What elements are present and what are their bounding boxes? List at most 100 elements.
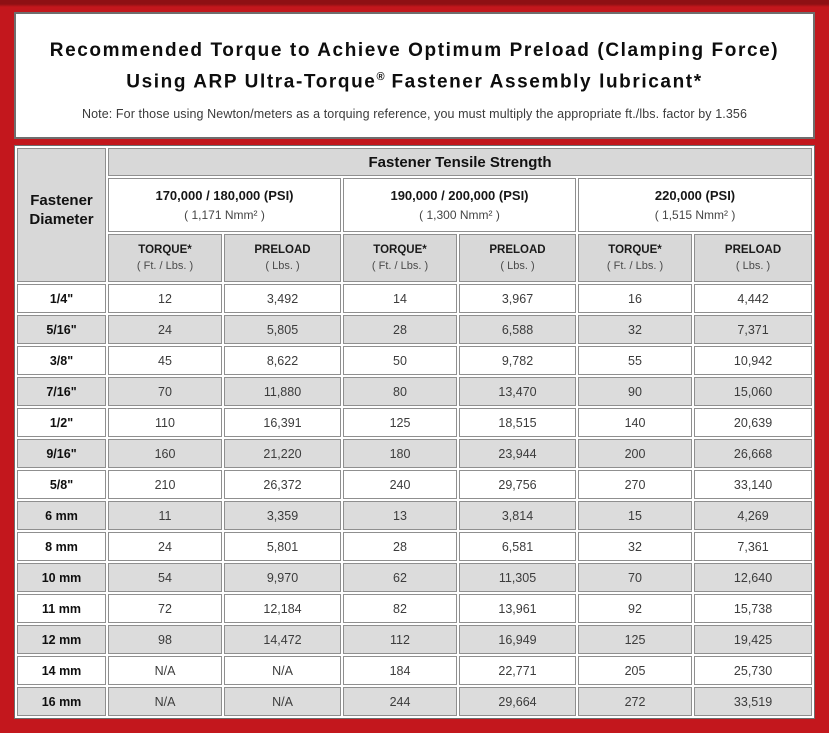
nmm2-value: ( 1,171 Nmm² ) [184,208,265,222]
preload-value-cell: 9,782 [459,346,576,375]
torque-value-cell: 98 [108,625,222,654]
header-row-psi-groups: 170,000 / 180,000 (PSI) ( 1,171 Nmm² ) 1… [17,178,813,232]
column-header-unit: ( Lbs. ) [735,260,771,272]
table-row: 11 mm 72 12,184 82 13,961 92 15,738 [17,594,813,623]
torque-value-cell: 72 [108,594,222,623]
psi-value: 190,000 / 200,000 (PSI) [390,188,529,203]
torque-value-cell: 82 [343,594,457,623]
preload-value-cell: 7,371 [694,315,813,344]
nmm2-value: ( 1,515 Nmm² ) [654,208,736,222]
preload-value-cell: 23,944 [459,439,576,468]
column-header-label: PRELOAD [489,244,546,256]
preload-value-cell: 21,220 [224,439,341,468]
torque-value-cell: 272 [578,687,692,716]
column-header-preload-1: PRELOAD ( Lbs. ) [224,234,341,282]
preload-value-cell: 16,391 [224,408,341,437]
fastener-diameter-cell: 1/2" [17,408,106,437]
torque-value-cell: 16 [578,284,692,313]
torque-value-cell: 125 [578,625,692,654]
table-row: 5/16" 24 5,805 28 6,588 32 7,371 [17,315,813,344]
table-row: 9/16" 160 21,220 180 23,944 200 26,668 [17,439,813,468]
preload-value-cell: 6,588 [459,315,576,344]
torque-value-cell: 45 [108,346,222,375]
table-body: 1/4" 12 3,492 14 3,967 16 4,442 5/16" 24 5,805 28 6… [17,284,813,716]
torque-value-cell: 80 [343,377,457,406]
column-header-torque-2: TORQUE* ( Ft. / Lbs. ) [343,234,457,282]
torque-table: Fastener Diameter Fastener Tensile Stren… [14,145,816,719]
table-row: 14 mm N/A N/A 184 22,771 205 25,730 [17,656,813,685]
torque-value-cell: 184 [343,656,457,685]
preload-value-cell: 12,184 [224,594,341,623]
column-header-torque-3: TORQUE* ( Ft. / Lbs. ) [578,234,692,282]
preload-value-cell: 33,519 [694,687,813,716]
preload-value-cell: 3,814 [459,501,576,530]
torque-value-cell: 11 [108,501,222,530]
torque-value-cell: 140 [578,408,692,437]
page-title-line2-suffix: Fastener Assembly lubricant* [384,71,703,93]
torque-value-cell: N/A [108,687,222,716]
fastener-diameter-cell: 11 mm [17,594,106,623]
page-title-line2: Using ARP Ultra-Torque® Fastener Assembl… [16,64,813,95]
fastener-diameter-cell: 6 mm [17,501,106,530]
column-header-preload-3: PRELOAD ( Lbs. ) [694,234,813,282]
torque-value-cell: N/A [108,656,222,685]
table-row: 5/8" 210 26,372 240 29,756 270 33,140 [17,470,813,499]
preload-value-cell: 18,515 [459,408,576,437]
torque-value-cell: 28 [343,315,457,344]
table-row: 16 mm N/A N/A 244 29,664 272 33,519 [17,687,813,716]
preload-value-cell: 33,140 [694,470,813,499]
table-row: 10 mm 54 9,970 62 11,305 70 12,640 [17,563,813,592]
preload-value-cell: 6,581 [459,532,576,561]
preload-value-cell: 20,639 [694,408,813,437]
torque-value-cell: 54 [108,563,222,592]
column-header-label: TORQUE* [138,244,192,256]
preload-value-cell: 15,060 [694,377,813,406]
torque-value-cell: 13 [343,501,457,530]
header-row-tensile: Fastener Diameter Fastener Tensile Stren… [17,148,813,282]
torque-value-cell: 244 [343,687,457,716]
column-header-unit: ( Ft. / Lbs. ) [136,260,194,272]
fastener-diameter-cell: 14 mm [17,656,106,685]
preload-value-cell: 16,949 [459,625,576,654]
preload-value-cell: 9,970 [224,563,341,592]
torque-value-cell: 210 [108,470,222,499]
preload-value-cell: N/A [224,656,341,685]
torque-value-cell: 50 [343,346,457,375]
preload-value-cell: 4,269 [694,501,813,530]
torque-value-cell: 160 [108,439,222,468]
fastener-diameter-cell: 12 mm [17,625,106,654]
table-row: 3/8" 45 8,622 50 9,782 55 10,942 [17,346,813,375]
preload-value-cell: 7,361 [694,532,813,561]
torque-value-cell: 200 [578,439,692,468]
corner-header-line2: Diameter [29,211,94,228]
torque-value-cell: 110 [108,408,222,437]
fastener-diameter-cell: 1/4" [17,284,106,313]
preload-value-cell: 5,805 [224,315,341,344]
column-header-unit: ( Lbs. ) [500,260,535,272]
psi-value: 170,000 / 180,000 (PSI) [155,188,294,203]
preload-value-cell: 11,880 [224,377,341,406]
table-row: 1/4" 12 3,492 14 3,967 16 4,442 [17,284,813,313]
column-header-torque-1: TORQUE* ( Ft. / Lbs. ) [108,234,222,282]
torque-value-cell: 70 [108,377,222,406]
torque-value-cell: 92 [578,594,692,623]
table-row: 12 mm 98 14,472 112 16,949 125 19,425 [17,625,813,654]
preload-value-cell: 3,967 [459,284,576,313]
preload-value-cell: 22,771 [459,656,576,685]
preload-value-cell: 25,730 [694,656,813,685]
page-title-line2-text: Using ARP Ultra-Torque [126,71,377,93]
preload-value-cell: 8,622 [224,346,341,375]
preload-value-cell: 15,738 [694,594,813,623]
preload-value-cell: 29,664 [459,687,576,716]
torque-value-cell: 180 [343,439,457,468]
preload-value-cell: 26,668 [694,439,813,468]
preload-value-cell: N/A [224,687,341,716]
fastener-diameter-cell: 3/8" [17,346,106,375]
corner-header-line1: Fastener [30,192,93,209]
preload-value-cell: 3,492 [224,284,341,313]
fastener-diameter-cell: 8 mm [17,532,106,561]
psi-value: 220,000 (PSI) [654,188,736,203]
tensile-strength-header: Fastener Tensile Strength [108,148,813,176]
column-header-label: TORQUE* [373,244,427,256]
